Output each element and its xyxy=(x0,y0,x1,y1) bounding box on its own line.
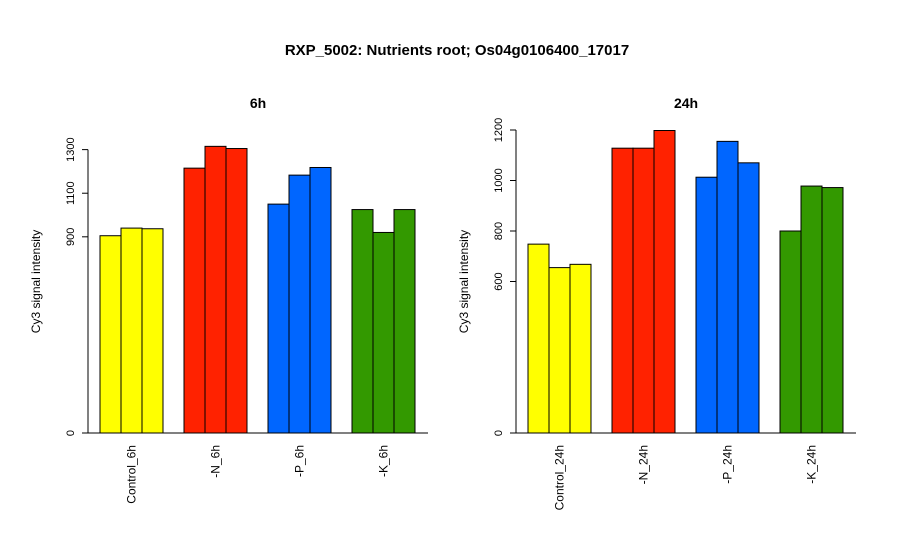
bar xyxy=(120,227,143,434)
bar xyxy=(821,187,844,434)
x-category-label: Control_6h xyxy=(125,445,139,504)
y-tick-label: 1100 xyxy=(65,181,77,205)
y-axis-label: Cy3 signal intensity xyxy=(457,230,471,333)
y-axis-label: Cy3 signal intensity xyxy=(29,230,43,333)
bar xyxy=(611,147,634,434)
bar xyxy=(779,230,802,434)
chart-panel-6h: 6h Cy3 signal intensity 0 900 1100 1300 Contro… xyxy=(29,95,428,504)
panel-title: 6h xyxy=(250,95,266,111)
bar xyxy=(351,209,374,434)
bar xyxy=(695,176,718,434)
y-tick-label: 900 xyxy=(65,228,77,246)
panel-title: 24h xyxy=(674,95,698,111)
x-category-label: -K_24h xyxy=(805,445,819,484)
bar xyxy=(548,267,571,434)
x-category-label: -P_6h xyxy=(293,445,307,477)
bar xyxy=(183,167,206,434)
y-tick-label: 600 xyxy=(493,272,505,290)
chart-panel-24h: 24h Cy3 signal intensity 0 600 800 1000 1200 Co… xyxy=(457,95,856,510)
bar xyxy=(569,263,592,434)
x-category-label: -N_6h xyxy=(209,445,223,478)
x-category-label: -N_24h xyxy=(637,445,651,484)
y-tick-label: 800 xyxy=(493,222,505,240)
bar xyxy=(141,228,164,434)
y-tick-label: 1000 xyxy=(493,168,505,192)
y-tick-label: 0 xyxy=(65,430,77,436)
y-tick-label: 0 xyxy=(493,430,505,436)
bar xyxy=(737,162,760,434)
bar xyxy=(716,140,739,434)
bar xyxy=(225,148,248,434)
bar xyxy=(99,235,122,434)
bar xyxy=(800,185,823,434)
bar xyxy=(267,203,290,434)
x-category-label: Control_24h xyxy=(553,445,567,510)
x-category-label: -P_24h xyxy=(721,445,735,484)
figure-title: RXP_5002: Nutrients root; Os04g0106400_1… xyxy=(285,42,629,59)
bar xyxy=(309,166,332,434)
bar xyxy=(372,231,395,434)
bar xyxy=(527,243,550,434)
bar xyxy=(632,147,655,434)
y-tick-label: 1300 xyxy=(65,137,77,161)
bar xyxy=(204,145,227,434)
y-tick-label: 1200 xyxy=(493,118,505,142)
bar xyxy=(393,209,416,434)
bar xyxy=(653,130,676,434)
x-category-label: -K_6h xyxy=(377,445,391,477)
bar xyxy=(288,174,311,434)
